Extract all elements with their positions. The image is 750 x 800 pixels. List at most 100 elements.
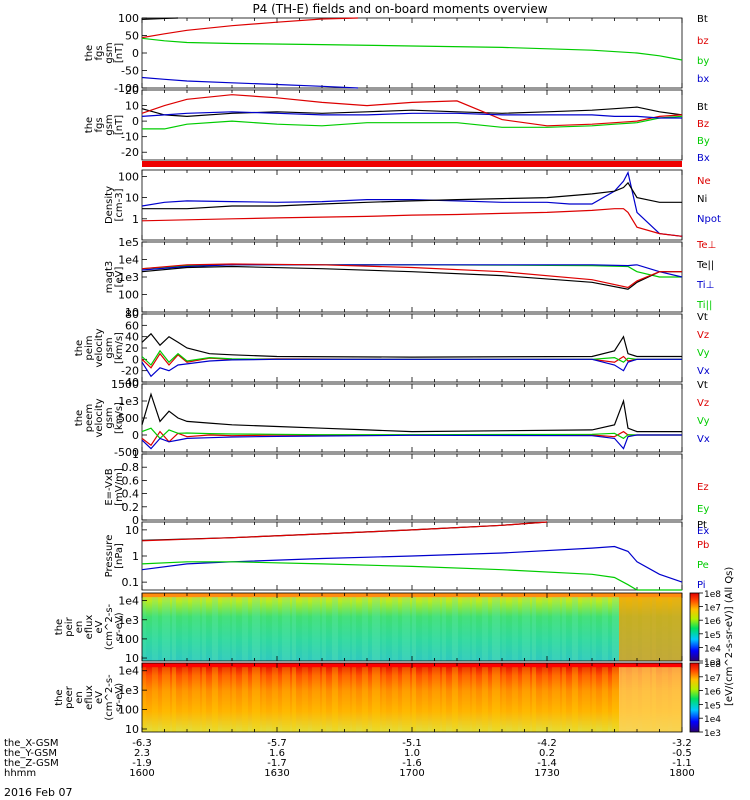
colorbar-tick-label: 1e3	[704, 729, 721, 739]
y-axis-label: fgs	[94, 45, 105, 60]
spectrogram-column	[282, 663, 290, 732]
series-Vt	[141, 392, 682, 433]
spectrogram-column	[532, 593, 536, 661]
spectrogram-column	[472, 663, 476, 732]
y-axis-label: the	[74, 340, 85, 356]
spectrogram-column	[292, 593, 296, 661]
spectrogram-column	[182, 593, 188, 661]
y-tick-label: 20	[125, 84, 139, 97]
series-Bt	[141, 17, 179, 20]
y-tick-label: 20	[125, 342, 139, 355]
row-label: the_Y-GSM	[4, 748, 57, 759]
spectrogram-late-region	[619, 663, 682, 732]
legend-entry: Ez	[697, 482, 709, 493]
spectrogram-column	[192, 663, 200, 732]
spectrogram-column	[422, 663, 428, 732]
spectrogram-column	[222, 593, 230, 661]
spectrogram-column	[492, 663, 500, 732]
spectrogram-column	[552, 663, 560, 732]
time-axis-labels: the_X-GSMthe_Y-GSMthe_Z-GSMhhmm-6.32.3-1…	[4, 738, 695, 779]
y-axis-label: [nT]	[114, 43, 125, 63]
y-tick-label: -50	[121, 65, 139, 78]
legend-entry: Ni	[697, 194, 707, 205]
spectrogram-column	[482, 593, 488, 661]
colorbar-tick-label: 1e4	[704, 715, 721, 725]
spectrogram-column	[312, 593, 320, 661]
spectrogram-column	[162, 593, 170, 661]
time-tick-x: -4.2	[537, 738, 557, 749]
y-axis-label: Density	[104, 186, 115, 224]
time-tick-x: -3.2	[672, 738, 692, 749]
y-axis-label: the	[74, 410, 85, 426]
y-tick-label: 80	[125, 308, 139, 321]
spectrogram-column	[282, 593, 290, 661]
y-axis-label: sr-eV)	[114, 683, 125, 712]
legend-entry: Pb	[697, 540, 709, 551]
y-axis-label: sr-eV)	[114, 612, 125, 641]
time-tick-x: -6.3	[132, 738, 152, 749]
y-axis-label: [nPa]	[114, 543, 125, 569]
spectrogram-column	[322, 593, 326, 661]
y-axis-label: velocity	[94, 328, 105, 367]
time-tick-y: -0.5	[672, 748, 692, 759]
y-axis-label: [km/s]	[114, 402, 125, 434]
y-tick-label: 100	[118, 289, 139, 302]
y-tick-label: 1e3	[118, 614, 139, 627]
spectrogram-column	[242, 593, 248, 661]
colorbar-tick-label: 1e7	[704, 674, 721, 684]
spectrogram-column	[602, 663, 608, 732]
spectrogram-column	[562, 663, 566, 732]
y-tick-label: 10	[125, 306, 139, 319]
y-tick-label: 100	[118, 12, 139, 25]
spectrogram-column	[522, 663, 530, 732]
spectrogram-field	[142, 593, 682, 661]
time-tick-y: 2.3	[134, 748, 150, 759]
spectrogram-column	[442, 593, 446, 661]
panel-frame	[141, 169, 683, 241]
legend-entry: Pt	[697, 520, 707, 531]
y-axis-label: en	[74, 691, 85, 704]
time-tick-y: 1.6	[269, 748, 285, 759]
time-tick-hhmm: 1730	[534, 768, 559, 779]
spectrogram-column	[232, 593, 236, 661]
spectrogram-column	[172, 663, 176, 732]
y-axis-label: gsm	[104, 337, 115, 358]
y-tick-label: -10	[121, 131, 139, 144]
y-tick-label: 1500	[111, 378, 139, 391]
quality-flag-bar	[142, 161, 682, 167]
legend-entry: Vy	[697, 416, 710, 427]
spectrogram-column	[462, 593, 470, 661]
time-tick-hhmm: 1800	[669, 768, 694, 779]
y-axis-label: [km/s]	[114, 332, 125, 364]
y-tick-label: -100	[114, 82, 139, 95]
y-tick-label: 50	[125, 30, 139, 43]
spectrogram-column	[502, 593, 506, 661]
legend-entry: Vy	[697, 348, 710, 359]
series-Te⊥	[141, 263, 682, 289]
y-tick-label: 1e3	[118, 395, 139, 408]
date-label: 2016 Feb 07	[4, 786, 72, 799]
legend-entry: Vz	[697, 398, 709, 409]
spectrogram-column	[382, 663, 386, 732]
figure-title: P4 (TH-E) fields and on-board moments ov…	[252, 2, 547, 16]
legend-entry: bx	[697, 74, 709, 85]
legend-entry: Bz	[697, 119, 709, 130]
spectrogram-column	[602, 593, 608, 661]
y-axis-label: velocity	[94, 398, 105, 437]
legend-entry: Pe	[697, 560, 709, 571]
spectrogram-column	[202, 593, 206, 661]
colorbar-tick-label: 1e4	[704, 644, 721, 654]
series-Vx	[141, 434, 682, 450]
spectrogram-column	[432, 663, 440, 732]
legend-entry: by	[697, 56, 709, 67]
spectrogram-column	[482, 663, 488, 732]
spectrogram-column	[252, 663, 260, 732]
spectrogram-column	[582, 593, 590, 661]
colorbar-top	[689, 592, 700, 662]
spectrogram-column	[352, 663, 356, 732]
spectrogram-column	[512, 593, 518, 661]
spectrogram-column	[142, 593, 146, 661]
y-axis-label: Pressure	[104, 535, 115, 578]
y-axis-label: eV	[94, 691, 105, 704]
y-axis-label: peir	[64, 616, 75, 636]
